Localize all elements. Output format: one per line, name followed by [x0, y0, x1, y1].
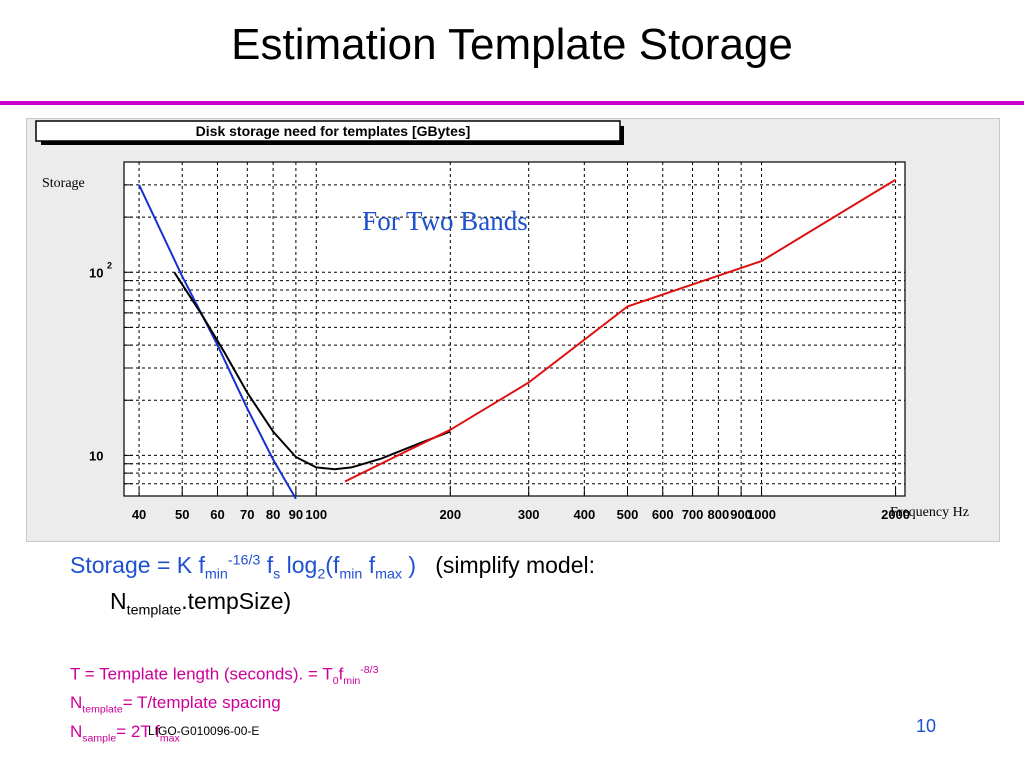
formula-fs: f — [260, 552, 274, 578]
storage-formula: Storage = K fmin-16/3 fs log2(fmin fmax … — [70, 552, 595, 583]
formula-fmin2-sub: min — [339, 566, 363, 583]
y-axis-label: Storage — [42, 176, 85, 191]
y-tick-label: 10 — [89, 265, 103, 280]
x-tick-label: 600 — [652, 507, 674, 522]
formula-open: (f — [325, 552, 340, 578]
series-layer — [138, 178, 897, 500]
x-tick-label: 100 — [305, 507, 327, 522]
formula-log-sub: 2 — [317, 566, 326, 583]
x-tick-label: 70 — [240, 507, 254, 522]
x-tick-label: 1000 — [747, 507, 776, 522]
x-tick-label: 400 — [573, 507, 595, 522]
tick-layer: 40 50 60 70 80 90 100 200 300 400 500 600 700 800 9001… — [89, 161, 910, 522]
chart-panel: Disk storage need for templates [GBytes]… — [26, 118, 1000, 542]
note1-sub-min: min — [343, 675, 361, 688]
x-tick-label: 40 — [132, 507, 146, 522]
note-sample-count: Nsample= 2T fmax — [70, 722, 180, 744]
note2-n: N — [70, 693, 83, 712]
title-divider — [0, 101, 1024, 105]
formula-lhs: Storage = K f — [70, 552, 205, 578]
x-tick-label: 300 — [518, 507, 540, 522]
formula-log: log — [280, 552, 318, 578]
y-tick-label: 10 — [89, 448, 103, 463]
y-tick-exponent: 2 — [107, 260, 112, 270]
formula-continuation: Ntemplate.tempSize) — [110, 588, 291, 619]
formula-fmax: f — [362, 552, 376, 578]
x-tick-label: 200 — [439, 507, 461, 522]
storage-chart: Disk storage need for templates [GBytes]… — [35, 120, 969, 522]
document-id: LIGO-G010096-00-E — [148, 724, 260, 738]
slide-title: Estimation Template Storage — [231, 20, 793, 69]
series-line — [344, 178, 897, 483]
x-tick-label: 800 — [708, 507, 730, 522]
chart-annotation: For Two Bands — [362, 206, 528, 236]
formula-fs-sub: s — [273, 566, 281, 583]
x-tick-label: 50 — [175, 507, 189, 522]
x-tick-label: 80 — [266, 507, 280, 522]
plot-frame — [123, 161, 906, 497]
x-tick-label: 60 — [210, 507, 224, 522]
series-line — [173, 271, 451, 471]
x-axis-label: Frequency Hz — [890, 505, 969, 520]
x-tick-label: 500 — [617, 507, 639, 522]
series-line — [138, 184, 297, 500]
note-template-count: Ntemplate= T/template spacing — [70, 693, 281, 715]
note1-sub0: 0 — [332, 675, 339, 688]
formula-cont-sub: template — [126, 602, 182, 619]
note-template-length: T = Template length (seconds). = T0fmin-… — [70, 664, 378, 687]
note3-sub-max: max — [159, 732, 180, 745]
formula-close: ) — [402, 552, 417, 578]
x-tick-label: 900 — [730, 507, 752, 522]
note1-f: f — [338, 664, 344, 684]
formula-fmax-sub: max — [375, 566, 403, 583]
note3-rest: = 2T f — [116, 722, 160, 741]
chart-title: Disk storage need for templates [GBytes] — [196, 123, 471, 139]
formula-cont-rest: .tempSize) — [181, 588, 292, 614]
formula-simplify: (simplify model: — [416, 552, 596, 578]
formula-fmin-sub: min — [204, 566, 228, 583]
note3-sub: sample — [82, 732, 117, 745]
note2-sub: template — [82, 703, 123, 716]
chart-title-box — [35, 120, 621, 142]
x-tick-label: 2000 — [881, 507, 910, 522]
x-tick-label: 90 — [289, 507, 303, 522]
x-tick-label: 700 — [682, 507, 704, 522]
note1-text: T = Template length (seconds). = T — [70, 664, 333, 684]
note1-exp: -8/3 — [360, 664, 379, 676]
formula-cont-n: N — [110, 588, 127, 614]
page-number: 10 — [916, 716, 937, 736]
grid-layer — [124, 161, 905, 497]
note2-rest: = T/template spacing — [122, 693, 281, 712]
note3-n: N — [70, 722, 83, 741]
formula-exponent: -16/3 — [227, 552, 261, 569]
